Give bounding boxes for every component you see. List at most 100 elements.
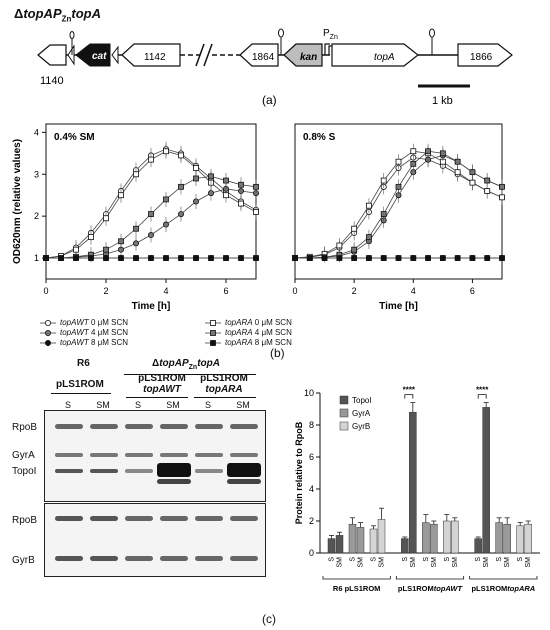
significance-label: ****: [476, 386, 489, 395]
data-point: [410, 148, 417, 155]
data-point: [321, 255, 328, 261]
legend-marker: [40, 319, 56, 326]
bar-y-tick-label: 4: [309, 484, 314, 494]
data-point: [133, 255, 139, 261]
plot-title: 0.8% S: [303, 132, 336, 143]
data-point: [192, 198, 199, 205]
band-topoi-overexpressed-wt: [157, 463, 191, 477]
data-point: [163, 196, 169, 203]
gene-1142-label: 1142: [144, 52, 166, 63]
lane-labels: S SM S SM S SM: [44, 400, 264, 412]
bar-condition-label: SM: [358, 557, 365, 568]
bar-legend-label: GyrB: [352, 422, 370, 431]
protein-bar-chart: 0 2 4 6 8 10 Protein relative to RpoB TopoI GyrA…: [294, 386, 540, 593]
panel-c-letter: (c): [262, 612, 276, 626]
lane-label: SM: [236, 400, 250, 410]
header-r6: R6: [77, 358, 90, 369]
data-point: [103, 255, 109, 261]
bar-condition-label: S: [371, 557, 378, 562]
bar-condition-label: S: [517, 557, 524, 562]
bar-condition-label: S: [329, 557, 336, 562]
data-point: [193, 175, 199, 182]
data-point: [223, 192, 229, 199]
data-point: [178, 183, 184, 190]
bar-legend-swatch: [339, 395, 349, 405]
lane-label: S: [64, 400, 72, 410]
series-black-square: [43, 255, 259, 261]
legend-marker: [40, 329, 56, 336]
data-point: [454, 158, 461, 165]
data-point: [73, 255, 79, 261]
topA-label: topA: [374, 52, 395, 63]
bar-condition-label: SM: [452, 557, 459, 568]
bar-condition-label: SM: [504, 557, 511, 568]
data-point: [395, 158, 402, 165]
bar: [409, 411, 417, 554]
data-point: [499, 194, 505, 201]
break-mark-1: [195, 43, 205, 67]
series-open-square: [292, 143, 505, 262]
band-topoi-overexpressed-ra: [227, 463, 261, 477]
bar-condition-label: S: [475, 557, 482, 562]
band-rpob-1: [55, 424, 83, 429]
bar-legend-label: GyrA: [352, 409, 371, 418]
label-rpob-1: RpoB: [12, 422, 38, 433]
band-rpob-5: [195, 424, 223, 429]
cat-label: cat: [92, 51, 107, 62]
y-axis-label: OD620nm (relative values): [12, 139, 23, 264]
kan-label: kan: [300, 52, 317, 63]
label-topoi: TopoI: [12, 466, 37, 477]
bar-y-axis-label: Protein relative to RpoB: [294, 421, 304, 524]
x-tick-label: 6: [470, 286, 475, 296]
bar-condition-label: S: [402, 557, 409, 562]
bar-y-tick-label: 2: [309, 516, 314, 526]
bar: [327, 538, 336, 554]
pzn-label: PZn: [323, 28, 338, 41]
data-point: [132, 240, 139, 247]
data-point: [163, 255, 169, 261]
data-point: [425, 255, 431, 261]
bar: [516, 525, 524, 554]
label-gyra: GyrA: [12, 450, 35, 461]
lane-label: SM: [96, 400, 110, 410]
blot-top: [44, 410, 266, 502]
group-label: pLS1ROMtopAWT: [398, 584, 464, 593]
lane-label: S: [204, 400, 212, 410]
data-point: [366, 202, 372, 209]
data-point: [163, 148, 169, 155]
gene-1140-arrow: [37, 44, 67, 66]
topA-gene-arrow: [331, 43, 419, 67]
legend-marker: [205, 319, 221, 326]
gene-1140-label: 1140: [40, 75, 64, 87]
data-point: [366, 234, 372, 241]
header-plasmid-1: pLS1ROM: [56, 379, 104, 390]
data-point: [88, 255, 94, 261]
legend-item: topARA 8 μM SCN: [205, 338, 370, 347]
bar: [377, 519, 386, 554]
group-label: R6 pLS1ROM: [333, 584, 381, 593]
bar: [503, 523, 511, 554]
legend-item: topAWT 4 μM SCN: [40, 328, 205, 337]
bar-y-tick-label: 6: [309, 452, 314, 462]
bar-legend-label: TopoI: [352, 396, 372, 405]
data-point: [118, 238, 124, 245]
x-tick-label: 0: [292, 286, 297, 296]
legend-item: topAWT 0 μM SCN: [40, 318, 205, 327]
band-rpob-4: [160, 424, 188, 429]
x-tick-label: 0: [43, 286, 48, 296]
bar: [524, 523, 532, 554]
data-point: [484, 255, 491, 261]
bar: [348, 523, 357, 554]
data-point: [351, 225, 358, 232]
data-point: [395, 183, 402, 190]
data-point: [439, 255, 446, 261]
data-point: [223, 177, 229, 184]
data-point: [118, 255, 124, 261]
cat-gene-arrow: [75, 43, 111, 67]
group-bracket: [322, 576, 391, 580]
bar-condition-label: SM: [525, 557, 532, 568]
legend-symbol: [210, 339, 216, 346]
bar-condition-label: S: [496, 557, 503, 562]
bar: [401, 538, 409, 554]
header-mutant: ΔtopAPZntopA: [152, 358, 220, 371]
